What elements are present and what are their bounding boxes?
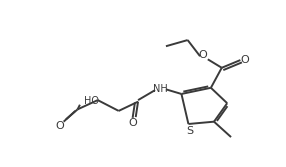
Text: HO: HO — [84, 96, 99, 106]
Text: O: O — [55, 121, 64, 131]
Text: NH: NH — [153, 84, 168, 94]
Text: O: O — [128, 118, 137, 128]
Text: S: S — [186, 126, 194, 136]
Text: O: O — [241, 55, 249, 65]
Text: O: O — [198, 50, 207, 60]
